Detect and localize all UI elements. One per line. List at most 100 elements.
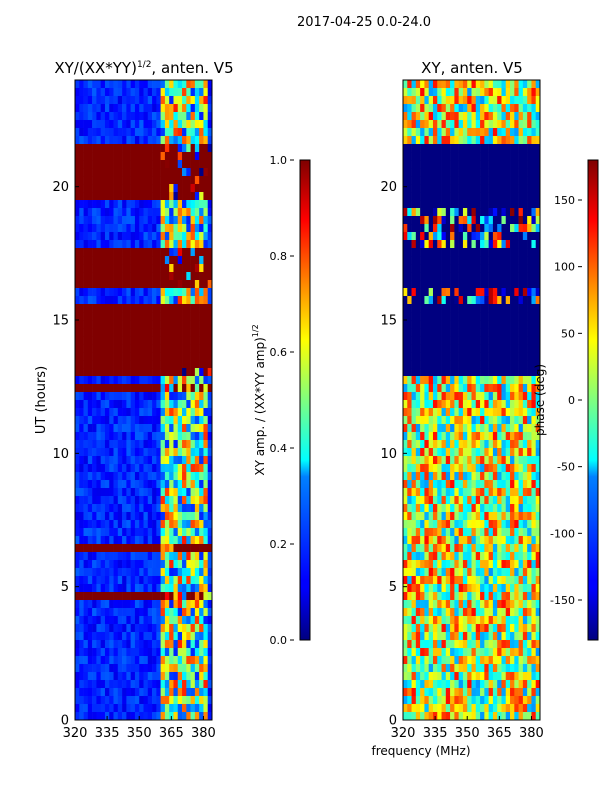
amp-cell	[207, 560, 213, 569]
phase-cell	[415, 496, 421, 505]
amp-cell	[92, 496, 97, 505]
phase-cell	[420, 200, 425, 209]
amp-cell	[117, 696, 123, 705]
phase-cell	[458, 80, 464, 89]
phase-cell	[403, 416, 408, 425]
amp-cell	[173, 560, 179, 569]
phase-cell	[437, 488, 442, 497]
amp-cell	[130, 648, 136, 657]
phase-cell	[535, 360, 541, 369]
amp-cell	[87, 648, 93, 657]
amp-cell	[75, 624, 80, 633]
amp-cell	[104, 480, 110, 489]
phase-cell	[462, 384, 468, 393]
phase-cell	[407, 480, 412, 489]
amp-cell	[160, 680, 166, 689]
phase-cell	[522, 344, 528, 353]
phase-cell	[462, 536, 468, 545]
amp-cell	[173, 664, 179, 673]
amp-cell	[122, 480, 127, 489]
phase-cell	[501, 480, 507, 489]
phase-cell	[441, 336, 447, 345]
amp-cell	[164, 528, 170, 537]
phase-cell	[424, 384, 429, 393]
phase-cell	[467, 632, 472, 641]
amp-cell	[207, 168, 213, 177]
phase-cell	[510, 264, 515, 273]
phase-cell	[462, 216, 468, 225]
phase-cell	[510, 96, 515, 105]
phase-cell	[441, 240, 447, 249]
amp-cell	[83, 656, 89, 665]
amp-cell	[83, 552, 89, 561]
amp-cell	[194, 144, 200, 153]
phase-cell	[535, 336, 541, 345]
amp-cell	[100, 376, 106, 385]
amp-cell	[117, 520, 123, 529]
phase-cell	[462, 104, 468, 113]
phase-cell	[535, 592, 541, 601]
amp-cell	[130, 232, 136, 241]
amp-cell	[156, 696, 161, 705]
amp-cell	[134, 96, 140, 105]
phase-cell	[480, 520, 485, 529]
phase-cell	[407, 384, 412, 393]
amp-cell	[177, 96, 183, 105]
phase-cell	[488, 496, 494, 505]
phase-cell	[462, 312, 468, 321]
amp-cell	[79, 160, 84, 169]
phase-cell	[424, 184, 429, 193]
amp-cell	[169, 624, 174, 633]
phase-cell	[450, 408, 455, 417]
phase-cell	[454, 424, 459, 433]
amp-cell	[113, 96, 119, 105]
amp-cell	[152, 352, 157, 361]
phase-cell	[441, 432, 447, 441]
phase-cell	[531, 448, 537, 457]
amp-y-axis-label: UT (hours)	[34, 366, 49, 434]
phase-cell	[471, 112, 477, 121]
amp-cell	[156, 80, 161, 89]
phase-cell	[428, 472, 434, 481]
amp-cell	[134, 144, 140, 153]
phase-cell	[458, 496, 464, 505]
amp-cell	[203, 352, 209, 361]
amp-cell	[130, 640, 136, 649]
amp-cell	[147, 440, 153, 449]
phase-cell	[535, 608, 541, 617]
phase-cell	[488, 400, 494, 409]
phase-cell	[467, 224, 472, 233]
amp-cell	[186, 656, 191, 665]
phase-cell	[488, 392, 494, 401]
phase-cell	[488, 576, 494, 585]
amp-cell	[194, 112, 200, 121]
amp-cell	[194, 456, 200, 465]
phase-cell	[450, 192, 455, 201]
phase-cell	[415, 656, 421, 665]
amp-cell	[152, 496, 157, 505]
phase-cell	[403, 648, 408, 657]
phase-cell	[531, 376, 537, 385]
amp-cell	[139, 224, 144, 233]
amp-cell	[143, 232, 149, 241]
amp-cell	[160, 128, 166, 137]
phase-cell	[518, 328, 524, 337]
amp-cell	[160, 528, 166, 537]
phase-cell	[471, 504, 477, 513]
amp-cell	[87, 488, 93, 497]
phase-cell	[531, 288, 537, 297]
amp-cell	[130, 616, 136, 625]
amp-cell	[126, 192, 131, 201]
amp-cell	[203, 592, 209, 601]
amp-cell	[117, 712, 123, 721]
amp-cell	[160, 608, 166, 617]
amp-cell	[96, 352, 101, 361]
phase-cell	[492, 440, 498, 449]
amp-cell	[190, 320, 196, 329]
phase-cell	[441, 440, 447, 449]
phase-cell	[505, 296, 511, 305]
phase-cell	[432, 512, 438, 521]
phase-cell	[518, 560, 524, 569]
amp-cell	[147, 256, 153, 265]
phase-cell	[450, 576, 455, 585]
